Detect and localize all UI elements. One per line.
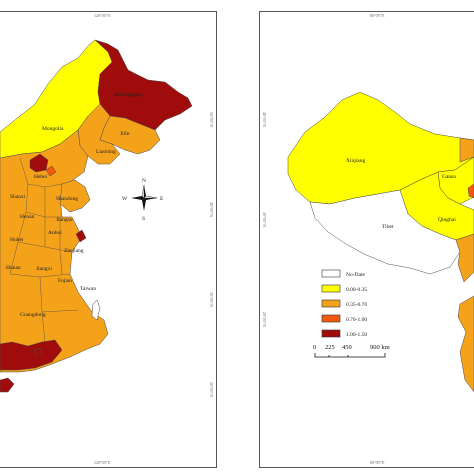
map-panel-east: 120°0'0"E 120°0'0"E 50°0'0"N 40°0'0"N 30… bbox=[0, 11, 217, 468]
legend-swatch-0.70-1.00 bbox=[321, 314, 341, 323]
legend-label-nodata: No-Date bbox=[346, 272, 365, 278]
scale-tick-225: 225 bbox=[325, 344, 335, 351]
label-henan: Henan bbox=[20, 214, 35, 220]
label-qinghai: Qinghai bbox=[438, 217, 456, 223]
coord-label-top-west: 80°0'0"E bbox=[370, 13, 385, 18]
legend-label-0.70-1.00: 0.70-1.00 bbox=[346, 317, 367, 323]
legend-swatch-nodata bbox=[321, 269, 341, 278]
label-fujian: Fujian bbox=[58, 278, 72, 284]
region-sichuan bbox=[455, 233, 474, 283]
compass-s-label: S bbox=[142, 216, 145, 222]
label-xinjiang: Xinjiang bbox=[346, 158, 365, 164]
legend-item-0.35-0.70: 0.35-0.70 bbox=[321, 299, 367, 308]
legend-item-0.70-1.00: 0.70-1.00 bbox=[321, 314, 367, 323]
label-hunan: Hunan bbox=[6, 265, 21, 271]
legend-label-0.35-0.70: 0.35-0.70 bbox=[346, 302, 367, 308]
compass-e-label: E bbox=[160, 196, 164, 202]
scale-tick-0: 0 bbox=[313, 344, 316, 351]
scale-tick-450: 450 bbox=[342, 344, 352, 351]
compass-n-label: N bbox=[142, 178, 146, 184]
region-tianjin bbox=[45, 165, 57, 177]
region-taiwan bbox=[91, 299, 101, 321]
scale-bar: 0 225 450 900 km bbox=[313, 344, 390, 358]
coord-label-bottom-west: 80°0'0"E bbox=[370, 460, 385, 465]
legend-swatch-0.35-0.70 bbox=[321, 299, 341, 308]
region-ningxia bbox=[467, 183, 474, 199]
label-jiangsu: Jiangsu bbox=[56, 217, 73, 223]
scale-tick-900: 900 km bbox=[370, 344, 390, 351]
label-jilin: Jilin bbox=[120, 131, 130, 137]
legend-swatch-0-0.35 bbox=[321, 284, 341, 293]
label-liaoning: Liaoning bbox=[96, 149, 116, 155]
region-shanghai bbox=[75, 229, 87, 243]
region-sichuan-east bbox=[459, 137, 474, 163]
legend-swatch-1.00-1.50 bbox=[321, 329, 341, 338]
east-china-map: N S E W Mongolia Heilongjiang Jilin Liao… bbox=[0, 39, 193, 393]
province-boundaries bbox=[9, 157, 79, 343]
label-hebei: Hebei bbox=[34, 174, 48, 180]
coord-label-bottom: 120°0'0"E bbox=[94, 460, 111, 465]
label-taiwan: Taiwan bbox=[80, 286, 96, 292]
region-shandong bbox=[59, 179, 91, 213]
west-china-map: Xinjiang Gansu Qinghai Tibet No-Date 0.0… bbox=[287, 91, 474, 393]
legend-item-nodata: No-Date bbox=[321, 269, 365, 278]
region-hainan bbox=[0, 377, 15, 393]
map-panel-west: 80°0'0"E 80°0'0"E 40°0'0"N 30°0'0"N 20°0… bbox=[259, 11, 474, 468]
region-guangdong bbox=[0, 339, 63, 371]
compass-w-label: W bbox=[122, 196, 128, 202]
region-central-china bbox=[0, 129, 109, 373]
legend-item-1.00-1.50: 1.00-1.50 bbox=[321, 329, 367, 338]
region-heilongjiang bbox=[94, 39, 193, 131]
label-jiangxi: Jiangxi bbox=[36, 266, 52, 272]
legend-item-0-0.35: 0.00-0.35 bbox=[321, 284, 367, 293]
coord-label-top: 120°0'0"E bbox=[94, 13, 111, 18]
legend-label-1.00-1.50: 1.00-1.50 bbox=[346, 332, 367, 338]
region-yunnan bbox=[457, 295, 474, 393]
label-gansu: Gansu bbox=[442, 174, 456, 180]
label-hubei: Hubei bbox=[10, 237, 24, 243]
scale-bar-line bbox=[314, 353, 386, 358]
compass-rose: N S E W bbox=[122, 178, 164, 222]
label-zhejiang: Zhejiang bbox=[64, 248, 84, 254]
label-shandong: Shandong bbox=[56, 196, 78, 202]
label-anhui: Anhui bbox=[48, 230, 62, 236]
label-shanxi: Shanxi bbox=[10, 194, 26, 200]
label-tibet: Tibet bbox=[382, 224, 394, 230]
legend-label-0-0.35: 0.00-0.35 bbox=[346, 287, 367, 293]
legend: No-Date 0.00-0.35 0.35-0.70 0.70-1.00 1.… bbox=[321, 269, 367, 338]
label-mongolia: Mongolia bbox=[42, 126, 64, 132]
label-heilongjiang: Heilongjiang bbox=[114, 92, 143, 98]
label-guangdong: Guangdong bbox=[20, 312, 46, 318]
region-hongkong bbox=[33, 347, 43, 357]
